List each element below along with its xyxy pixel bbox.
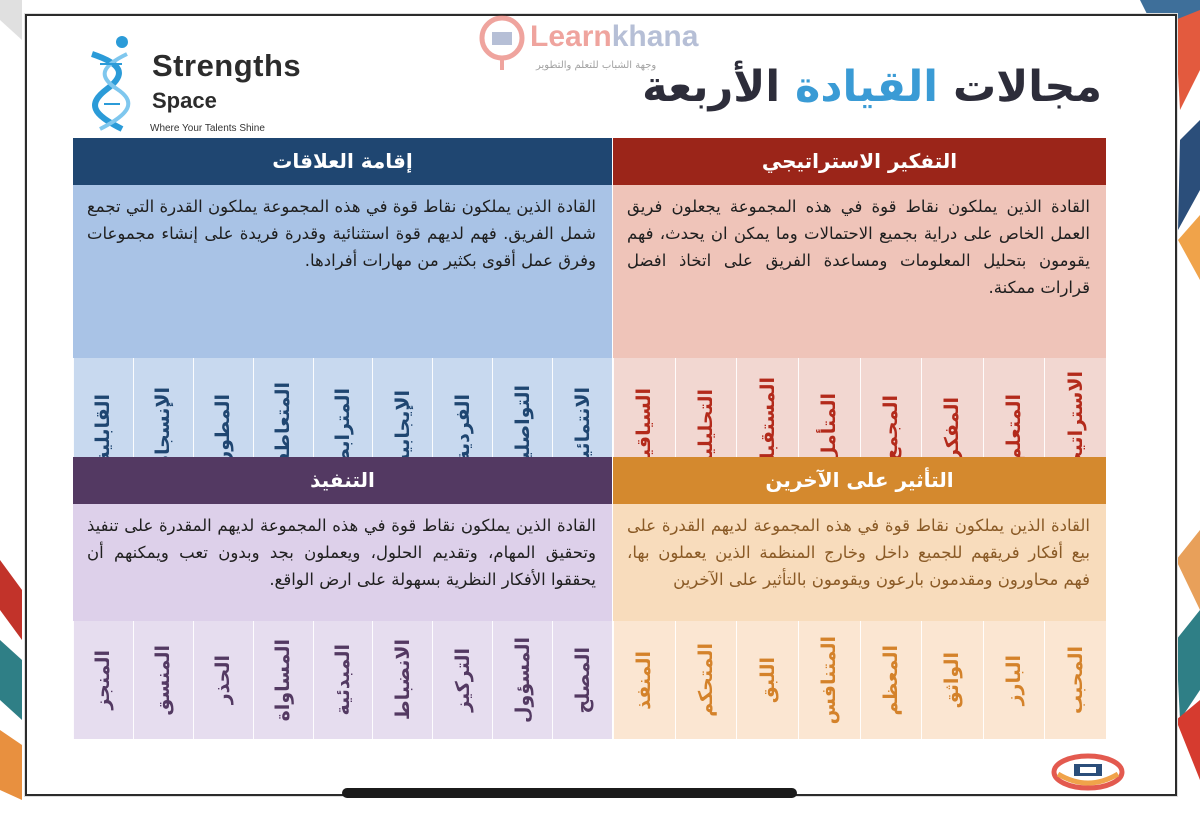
executing-description: القادة الذين يملكون نقاط قوة في هذه المج… bbox=[73, 504, 612, 621]
relationship-building-description: القادة الذين يملكون نقاط قوة في هذه المج… bbox=[73, 185, 612, 358]
title-accent: القيادة bbox=[795, 62, 939, 112]
strategic-thinking-section: التفكير الاستراتيجي القادة الذين يملكون … bbox=[613, 138, 1106, 498]
strength-cell: المحبب bbox=[1044, 621, 1106, 739]
strength-cell: القابلية bbox=[72, 358, 133, 498]
strength-cell: المعظم bbox=[859, 621, 922, 739]
strength-cell: الفردية bbox=[432, 358, 492, 498]
strength-cell: المتعلم bbox=[982, 358, 1045, 498]
logo-tagline: Where Your Talents Shine bbox=[150, 123, 265, 134]
learnkhana-small-logo-icon bbox=[1051, 753, 1125, 791]
strength-label: التحليلية bbox=[694, 389, 717, 467]
strength-label: المطور bbox=[212, 394, 235, 462]
strength-label: المجمع bbox=[879, 395, 902, 461]
strategic-thinking-description: القادة الذين يملكون نقاط قوة في هذه المج… bbox=[613, 185, 1106, 358]
learnkhana-name-part2: khana bbox=[611, 20, 699, 53]
strength-label: التركيز bbox=[451, 648, 474, 712]
strength-cell: المبدئية bbox=[312, 621, 373, 739]
influencing-strengths: المحبب البارز الواثق المعظم المتنافس الل… bbox=[613, 621, 1106, 739]
strength-cell: التركيز bbox=[432, 621, 492, 739]
strength-cell: التواصلية bbox=[492, 358, 552, 498]
strength-label: المسؤول bbox=[511, 637, 534, 723]
strength-label: السياقية bbox=[633, 388, 656, 468]
relationship-building-title: إقامة العلاقات bbox=[73, 138, 612, 185]
strength-label: المفكر bbox=[941, 396, 964, 460]
executing-title: التنفيذ bbox=[73, 457, 612, 504]
learnkhana-name-part1: Learn bbox=[530, 20, 612, 53]
strength-label: المتحكم bbox=[694, 643, 717, 717]
logo-sub: Space bbox=[152, 88, 217, 113]
title-prefix: مجالات bbox=[938, 62, 1102, 112]
strength-cell: المتعاطف bbox=[252, 358, 313, 498]
influencing-description: القادة الذين يملكون نقاط قوة في هذه المج… bbox=[613, 504, 1106, 621]
strength-label: الفردية bbox=[451, 394, 474, 462]
learnkhana-watermark: Learnkhana وجهة الشباب للتعلم والتطوير bbox=[478, 14, 718, 84]
learnkhana-subtitle: وجهة الشباب للتعلم والتطوير bbox=[536, 60, 657, 71]
strength-cell: البارز bbox=[982, 621, 1045, 739]
strength-cell: الحذر bbox=[192, 621, 253, 739]
strength-label: المنجز bbox=[92, 650, 115, 710]
strength-label: المصلح bbox=[571, 646, 594, 714]
strength-label: المساواة bbox=[272, 638, 295, 722]
strength-cell: المنجز bbox=[72, 621, 133, 739]
strength-cell: الإيجابية bbox=[372, 358, 432, 498]
strength-cell: المتنافس bbox=[797, 621, 860, 739]
executing-strengths: المصلح المسؤول التركيز الانضباط المبدئية… bbox=[72, 621, 612, 739]
strength-label: الانضباط bbox=[391, 639, 414, 721]
strength-cell: المساواة bbox=[252, 621, 313, 739]
relationship-building-section: إقامة العلاقات القادة الذين يملكون نقاط … bbox=[72, 138, 612, 498]
learnkhana-logo-icon bbox=[479, 15, 525, 70]
strength-cell: المصلح bbox=[552, 621, 612, 739]
strength-cell: المتأمل bbox=[797, 358, 860, 498]
strength-cell: اللبق bbox=[736, 621, 798, 739]
strength-label: المتعلم bbox=[1003, 394, 1026, 462]
logo-name: Strengths bbox=[152, 48, 302, 83]
strength-cell: المفكر bbox=[921, 358, 983, 498]
strength-cell: المسؤول bbox=[492, 621, 552, 739]
strength-label: المتنافس bbox=[818, 635, 841, 725]
strength-label: البارز bbox=[1003, 654, 1026, 706]
learnkhana-name: Learnkhana bbox=[530, 20, 698, 54]
strength-cell: المطور bbox=[192, 358, 253, 498]
strength-cell: السياقية bbox=[613, 358, 675, 498]
strength-cell: الاستراتيجية bbox=[1044, 358, 1106, 498]
strength-cell: الإنسجام bbox=[132, 358, 193, 498]
strength-label: القابلية bbox=[92, 393, 115, 463]
strength-label: اللبق bbox=[756, 656, 779, 704]
strength-cell: الانضباط bbox=[372, 621, 432, 739]
strength-cell: الواثق bbox=[921, 621, 983, 739]
strength-cell: المنسق bbox=[132, 621, 193, 739]
influencing-title: التأثير على الآخرين bbox=[613, 457, 1106, 504]
strength-cell: الانتمائية bbox=[552, 358, 612, 498]
strength-cell: المنفذ bbox=[613, 621, 675, 739]
strength-label: المحبب bbox=[1064, 646, 1087, 714]
page-title: مجالات القيادة الأربعة bbox=[642, 62, 1102, 112]
strategic-thinking-title: التفكير الاستراتيجي bbox=[613, 138, 1106, 185]
strength-cell: التحليلية bbox=[674, 358, 737, 498]
strengths-space-logo: Strengths Space Where Your Talents Shine bbox=[58, 26, 301, 141]
title-suffix: الأربعة bbox=[642, 62, 796, 112]
strength-label: الإيجابية bbox=[391, 390, 414, 466]
strength-label: المعظم bbox=[879, 644, 902, 716]
strength-label: المبدئية bbox=[332, 644, 354, 716]
home-indicator-bar[interactable] bbox=[342, 788, 797, 798]
strength-label: المتأمل bbox=[818, 393, 841, 463]
strength-cell: المجمع bbox=[859, 358, 922, 498]
strength-label: المترابط bbox=[332, 388, 354, 468]
strength-cell: المترابط bbox=[312, 358, 373, 498]
strength-label: المنسق bbox=[152, 644, 175, 716]
influencing-section: التأثير على الآخرين القادة الذين يملكون … bbox=[613, 457, 1106, 739]
strength-label: المنفذ bbox=[633, 650, 656, 710]
executing-section: التنفيذ القادة الذين يملكون نقاط قوة في … bbox=[72, 457, 612, 739]
strength-label: الحذر bbox=[212, 655, 235, 705]
strength-label: الواثق bbox=[941, 651, 964, 709]
strength-cell: المستقبلية bbox=[736, 358, 798, 498]
strength-cell: المتحكم bbox=[674, 621, 737, 739]
dna-figure-icon bbox=[91, 36, 131, 132]
